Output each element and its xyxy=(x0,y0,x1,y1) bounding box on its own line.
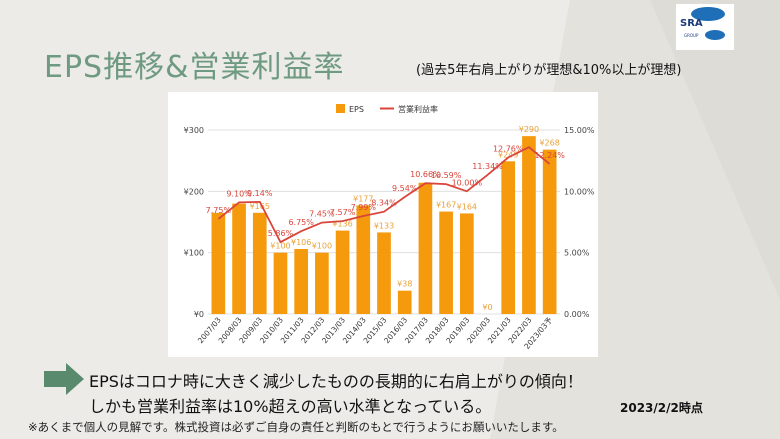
bar-data-label: ¥106 xyxy=(291,238,311,247)
bar-eps xyxy=(459,213,474,314)
bar-eps xyxy=(356,205,371,314)
bar-data-label: ¥133 xyxy=(374,221,394,230)
comment-line-1: EPSはコロナ時に大きく減少したものの長期的に右肩上がりの傾向！ xyxy=(89,372,583,391)
legend-swatch-eps xyxy=(336,104,345,113)
as-of-date: 2023/2/2時点 xyxy=(620,401,703,415)
bar-eps xyxy=(315,252,329,314)
legend-label-eps: EPS xyxy=(349,105,364,114)
page-title: EPS推移&営業利益率 xyxy=(44,50,345,85)
y-left-tick-label: ¥300 xyxy=(184,126,204,135)
line-data-label: 5.86% xyxy=(268,229,294,238)
bar-eps xyxy=(501,161,516,314)
bar-eps xyxy=(273,252,288,314)
page-subtitle: (過去5年右肩上がりが理想&10%以上が理想) xyxy=(416,63,682,78)
bar-eps xyxy=(439,211,453,314)
bar-eps xyxy=(397,290,412,314)
line-data-label: 6.75% xyxy=(288,218,314,227)
eps-chart: ¥0 ¥100 ¥200 ¥300 0.00% 5.00% 10.00% 15.00% ¥165… xyxy=(168,92,598,357)
bar-eps xyxy=(294,248,309,314)
bar-eps xyxy=(252,212,267,314)
y-right-tick-label: 15.00% xyxy=(564,126,595,135)
bar-data-label: ¥177 xyxy=(353,194,373,203)
bar-eps xyxy=(232,203,246,314)
bar-eps xyxy=(335,230,350,314)
line-data-label: 7.75% xyxy=(206,206,232,215)
y-left-tick-label: ¥200 xyxy=(184,187,204,196)
y-left-tick-label: ¥100 xyxy=(184,249,204,258)
line-data-label: 9.10% xyxy=(226,189,252,198)
bar-eps xyxy=(542,149,557,314)
bar-data-label: ¥0 xyxy=(482,303,492,312)
bar-eps xyxy=(418,182,433,314)
y-left-tick-label: ¥0 xyxy=(194,310,204,319)
disclaimer-note: ※あくまで個人の見解です。株式投資は必ずご自身の責任と判断のもとで行うようにお願… xyxy=(28,420,564,434)
bar-eps xyxy=(522,136,536,314)
bar-data-label: ¥100 xyxy=(312,242,332,251)
bar-data-label: ¥100 xyxy=(270,242,290,251)
bar-data-label: ¥249 xyxy=(498,150,518,159)
bar-data-label: ¥290 xyxy=(519,125,539,134)
line-data-label: 10.00% xyxy=(452,178,483,187)
bar-eps xyxy=(377,232,391,314)
bar-data-label: ¥268 xyxy=(539,139,559,148)
bar-data-label: ¥167 xyxy=(436,201,456,210)
right-arrow-icon xyxy=(44,363,84,395)
company-logo: SRA GROUP xyxy=(676,4,734,50)
line-data-label: 12.76% xyxy=(493,144,524,153)
line-data-label: 11.34% xyxy=(472,162,503,171)
line-data-label: 10.59% xyxy=(431,171,462,180)
line-data-label: 12.24% xyxy=(534,151,565,160)
bar-data-label: ¥38 xyxy=(397,280,412,289)
y-right-tick-label: 10.00% xyxy=(564,187,595,196)
y-right-tick-label: 0.00% xyxy=(564,310,590,319)
legend-label-margin: 営業利益率 xyxy=(398,104,438,114)
comment-line-2: しかも営業利益率は10%超えの高い水準となっている。 xyxy=(89,397,492,416)
y-right-tick-label: 5.00% xyxy=(564,249,590,258)
line-operating-margin xyxy=(217,146,551,244)
line-data-label: 7.45% xyxy=(309,210,335,219)
line-data-label: 7.57% xyxy=(330,208,356,217)
line-data-label: 9.14% xyxy=(247,189,273,198)
bar-data-label: ¥136 xyxy=(332,220,352,229)
bar-data-label: ¥165 xyxy=(250,202,270,211)
line-data-label: 10.66% xyxy=(410,170,441,179)
chart-svg: ¥0 ¥100 ¥200 ¥300 0.00% 5.00% 10.00% 15.00% ¥165… xyxy=(184,104,595,351)
bar-data-label: ¥164 xyxy=(457,202,477,211)
line-data-label: 8.34% xyxy=(371,199,397,208)
line-data-label: 9.54% xyxy=(392,184,418,193)
bar-eps xyxy=(211,212,226,314)
line-data-label: 7.99% xyxy=(351,203,377,212)
